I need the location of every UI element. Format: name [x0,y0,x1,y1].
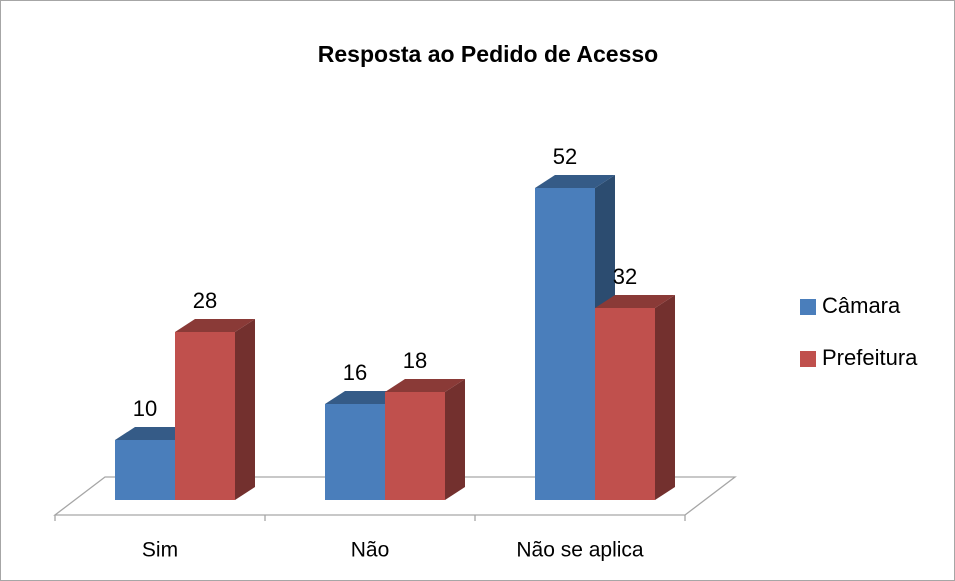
data-label: 16 [343,360,367,385]
legend-swatch [800,351,816,367]
bar-top [175,319,255,332]
x-tick-label: Não [351,539,390,562]
bar-side [445,379,465,500]
bar-top [385,379,465,392]
chart-title: Resposta ao Pedido de Acesso [318,41,658,67]
legend-label: Prefeitura [822,345,918,370]
data-label: 18 [403,348,427,373]
legend-swatch [800,299,816,315]
bar-side [235,319,255,500]
x-tick-label: Não se aplica [516,539,644,562]
bar [175,332,235,500]
legend-label: Câmara [822,293,901,318]
data-label: 32 [613,264,637,289]
bar-top [535,175,615,188]
data-label: 10 [133,396,157,421]
bar [385,392,445,500]
bar-top [595,295,675,308]
data-label: 52 [553,144,577,169]
bar [325,404,385,500]
bar [115,440,175,500]
data-label: 28 [193,288,217,313]
bar [595,308,655,500]
x-tick-label: Sim [142,539,178,562]
bar-side [655,295,675,500]
bar [535,188,595,500]
